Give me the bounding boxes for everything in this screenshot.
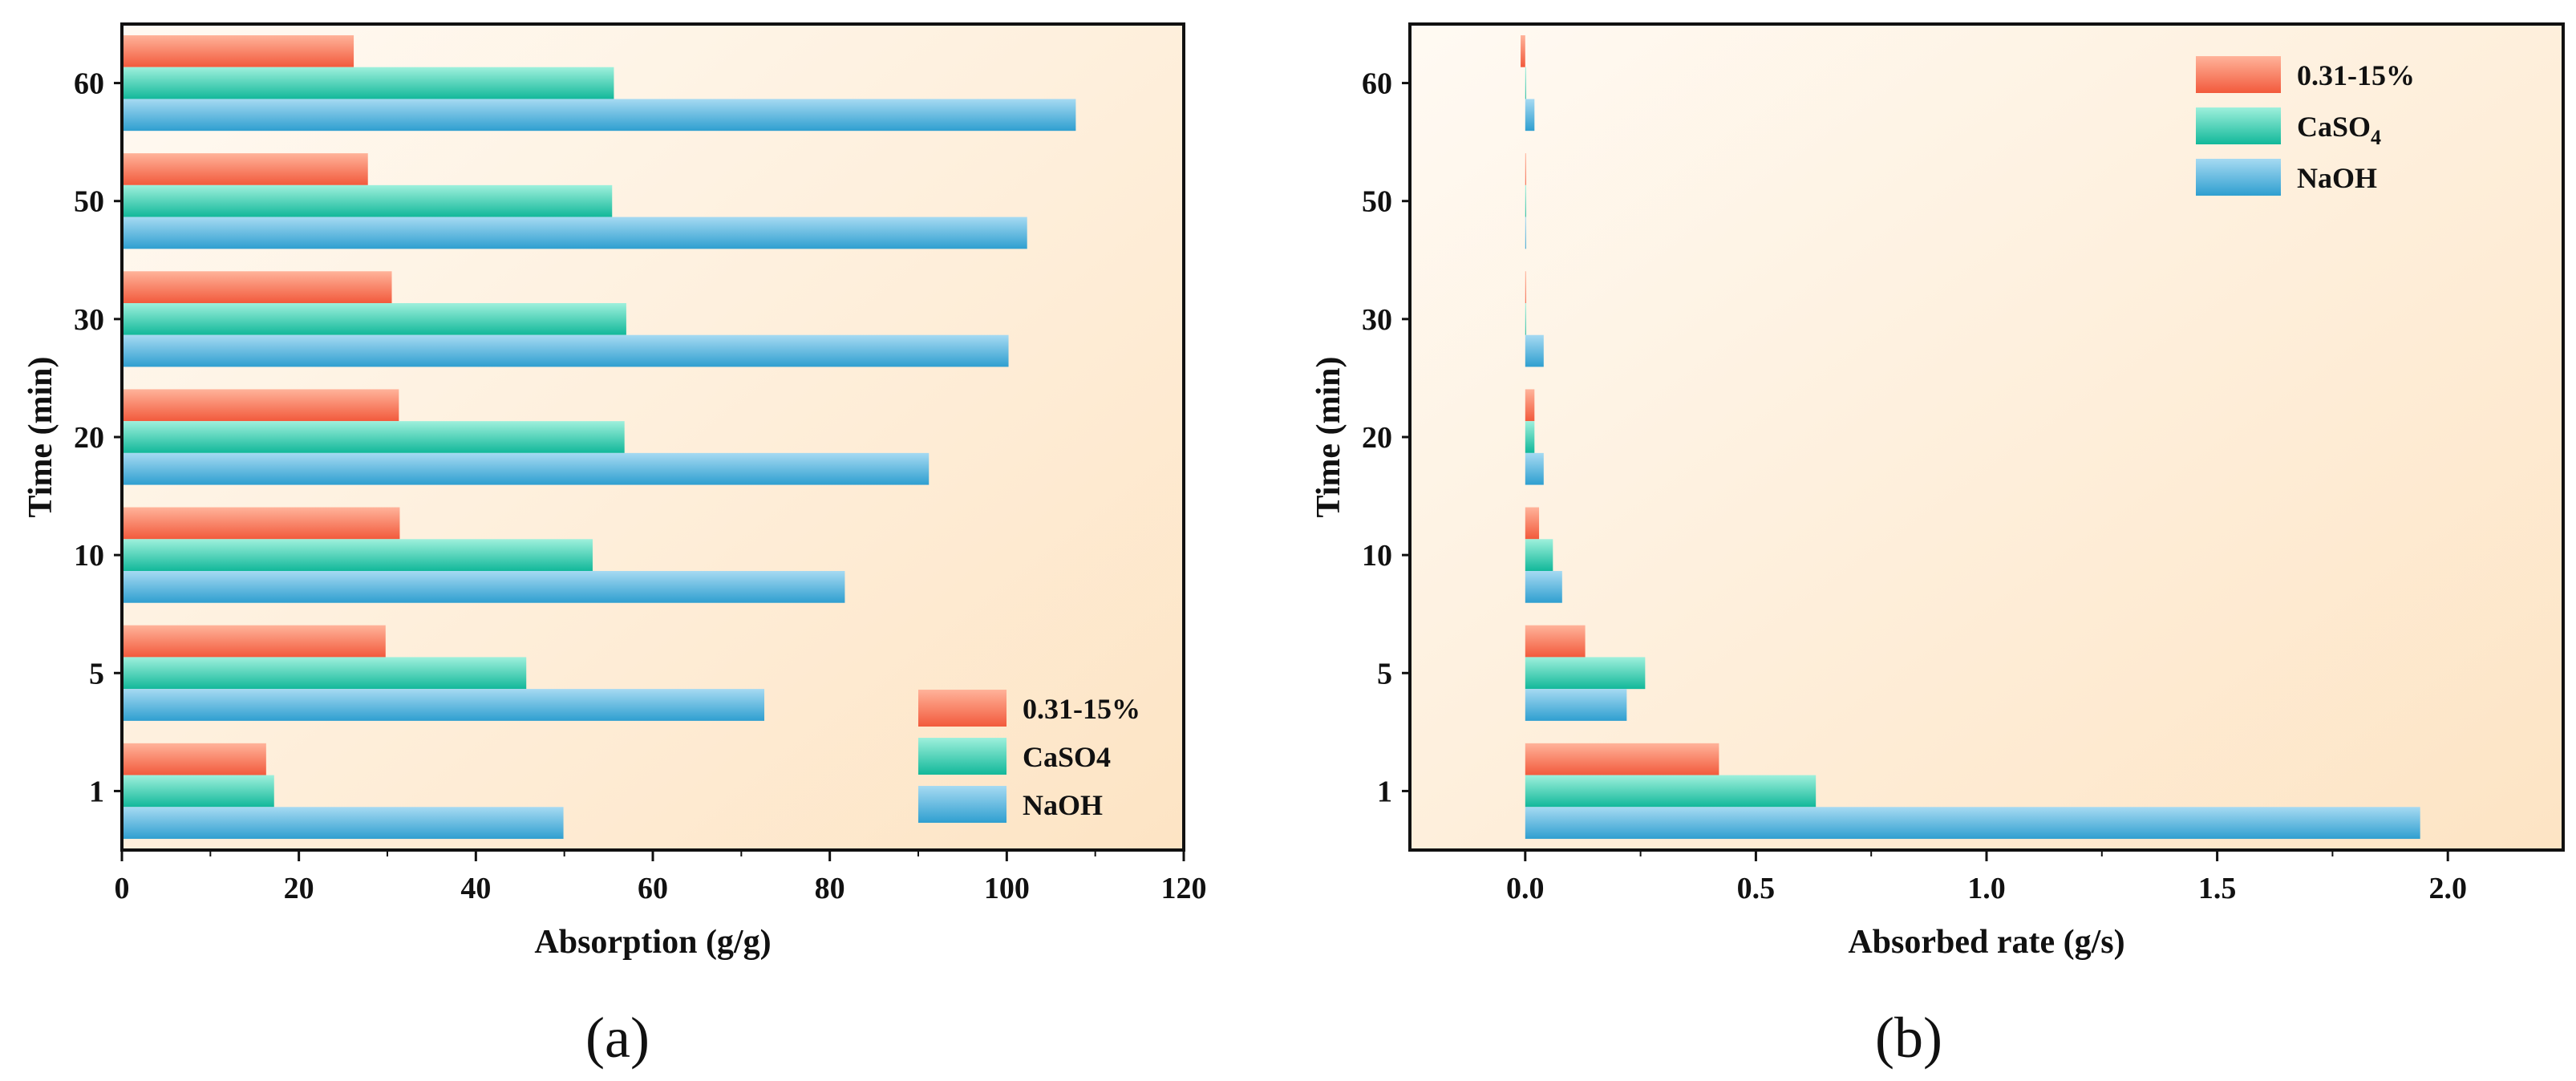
bar-naoh-t20 xyxy=(1525,452,1544,485)
legend-label: NaOH xyxy=(1023,789,1103,821)
bar-0-31-15--t10 xyxy=(1525,507,1540,540)
x-tick-label: 2.0 xyxy=(2428,872,2467,905)
panel-b-chart: 1 5 10 20 30 50 60 0.0 0.5 1.0 1.5 2.0 Absorbed rate… xyxy=(1310,22,2565,1070)
y-tick-label: 1 xyxy=(1377,775,1392,808)
y-tick-label: 10 xyxy=(74,539,104,573)
bar-caso4-t60 xyxy=(1525,67,1526,99)
bar-naoh-t10 xyxy=(122,571,845,603)
bar-caso4-t20 xyxy=(122,421,625,453)
x-tick-label: 1.5 xyxy=(2198,872,2237,905)
y-tick-label: 30 xyxy=(74,303,104,337)
legend-label-subscript: 4 xyxy=(2371,126,2381,149)
y-tick-label: 30 xyxy=(1362,303,1392,337)
bar-0-31-15--t50 xyxy=(1525,153,1526,185)
bar-0-31-15--t30 xyxy=(1525,271,1526,303)
panel-label: (a) xyxy=(585,1006,650,1070)
bar-naoh-t5 xyxy=(122,689,765,721)
bar-caso4-t50 xyxy=(1525,184,1526,217)
plot-background xyxy=(1410,24,2563,850)
legend-label: CaSO4 xyxy=(1023,741,1111,773)
panel-label: (b) xyxy=(1875,1006,1942,1070)
x-tick-label: 120 xyxy=(1161,872,1207,905)
bar-0-31-15--t30 xyxy=(122,271,392,303)
y-tick-label: 10 xyxy=(1362,539,1392,573)
bar-0-31-15--t20 xyxy=(122,389,399,422)
y-tick-label: 5 xyxy=(1377,657,1392,690)
legend-label-text: NaOH xyxy=(2297,162,2377,194)
legend-swatch xyxy=(918,786,1007,823)
legend-label: CaSO4 xyxy=(2297,111,2381,149)
bar-naoh-t50 xyxy=(1525,217,1526,249)
x-tick-label: 0.0 xyxy=(1506,872,1545,905)
x-tick-label: 100 xyxy=(984,872,1030,905)
bar-0-31-15--t1 xyxy=(1525,743,1719,775)
x-tick-label: 80 xyxy=(815,872,845,905)
y-tick-label: 50 xyxy=(1362,185,1392,219)
x-tick-label: 1.0 xyxy=(1967,872,2006,905)
bar-caso4-t10 xyxy=(122,539,593,572)
bar-caso4-t10 xyxy=(1525,539,1553,572)
legend-label-text: 0.31-15% xyxy=(2297,59,2415,91)
y-tick-label: 20 xyxy=(1362,421,1392,455)
y-tick-label: 50 xyxy=(74,185,104,219)
legend: 0.31-15% CaSO4 NaOH xyxy=(2196,56,2415,196)
bar-caso4-t5 xyxy=(1525,657,1646,690)
bar-0-31-15--t5 xyxy=(1525,625,1586,658)
legend-swatch xyxy=(918,690,1007,727)
bar-caso4-t30 xyxy=(122,302,626,335)
bar-naoh-t50 xyxy=(122,217,1027,249)
bar-0-31-15--t50 xyxy=(122,153,368,185)
y-axis-title: Time (min) xyxy=(22,356,59,517)
bar-caso4-t5 xyxy=(122,657,527,690)
bar-caso4-t60 xyxy=(122,67,614,99)
y-tick-label: 1 xyxy=(89,775,104,808)
x-tick-label: 0 xyxy=(115,872,130,905)
bar-naoh-t1 xyxy=(1525,807,2420,840)
legend: 0.31-15% CaSO4 NaOH xyxy=(918,690,1140,823)
x-axis-title: Absorption (g/g) xyxy=(534,924,771,961)
bar-naoh-t20 xyxy=(122,452,930,485)
legend-swatch xyxy=(2196,159,2281,196)
y-tick-label: 20 xyxy=(74,421,104,455)
x-tick-label: 40 xyxy=(460,872,491,905)
legend-label: 0.31-15% xyxy=(1023,693,1140,725)
bar-0-31-15--t5 xyxy=(122,625,386,658)
bar-naoh-t60 xyxy=(122,99,1076,132)
bar-0-31-15--t1 xyxy=(122,743,266,775)
bar-0-31-15--t60 xyxy=(122,34,354,67)
x-tick-label: 0.5 xyxy=(1737,872,1776,905)
bar-caso4-t50 xyxy=(122,184,613,217)
x-tick-label: 60 xyxy=(638,872,668,905)
legend-swatch xyxy=(2196,56,2281,93)
panel-a-chart: 1 5 10 20 30 50 60 0 20 40 60 80 100 120 Absorption (g… xyxy=(22,22,1207,1070)
bar-naoh-t5 xyxy=(1525,689,1627,721)
legend-swatch xyxy=(2196,107,2281,144)
bar-caso4-t1 xyxy=(122,775,274,808)
bar-naoh-t30 xyxy=(1525,334,1544,367)
bar-0-31-15--t20 xyxy=(1525,389,1535,422)
y-tick-label: 5 xyxy=(89,657,104,690)
bar-naoh-t60 xyxy=(1525,99,1535,132)
bar-0-31-15--t10 xyxy=(122,507,400,540)
y-tick-label: 60 xyxy=(74,67,104,101)
legend-label-text: CaSO xyxy=(2297,111,2371,143)
bar-naoh-t30 xyxy=(122,334,1009,367)
x-axis-title: Absorbed rate (g/s) xyxy=(1848,924,2124,961)
y-tick-label: 60 xyxy=(1362,67,1392,101)
x-tick-label: 20 xyxy=(284,872,314,905)
bar-naoh-t10 xyxy=(1525,571,1562,603)
y-axis-title: Time (min) xyxy=(1310,356,1347,517)
bar-0-31-15--t60 xyxy=(1521,34,1525,67)
bar-caso4-t30 xyxy=(1525,302,1526,335)
legend-swatch xyxy=(918,738,1007,775)
legend-label: NaOH xyxy=(2297,162,2377,194)
bar-caso4-t1 xyxy=(1525,775,1817,808)
bar-caso4-t20 xyxy=(1525,421,1535,453)
bar-naoh-t1 xyxy=(122,807,564,840)
legend-label: 0.31-15% xyxy=(2297,59,2415,91)
